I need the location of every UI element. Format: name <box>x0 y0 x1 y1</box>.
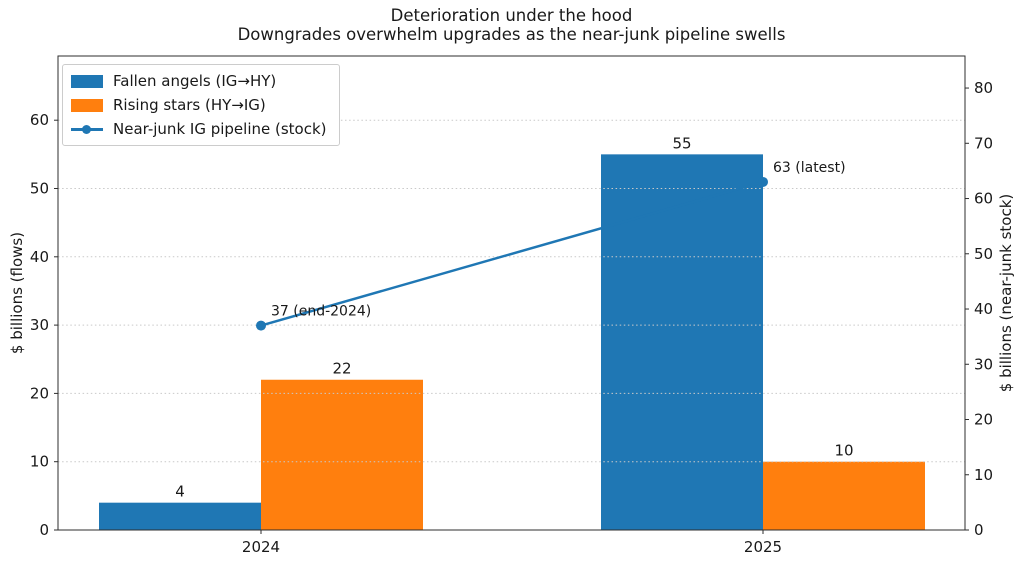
left-tick-label: 0 <box>39 521 49 539</box>
line-marker <box>256 320 266 331</box>
plot-border <box>57 55 966 531</box>
line-point-annotation: 63 (latest) <box>773 160 846 176</box>
chart-subtitle: Downgrades overwhelm upgrades as the nea… <box>237 25 786 44</box>
right-tick-label: 10 <box>974 466 993 484</box>
line-marker <box>758 176 768 187</box>
x-tick-label: 2025 <box>744 538 782 556</box>
pipeline-line <box>260 180 764 327</box>
legend-item-rising-stars-hy-ig: Rising stars (HY→IG) <box>71 93 327 117</box>
right-tick-label: 50 <box>974 245 993 263</box>
bar-fallen-angels-ig-hy-2024 <box>99 502 261 530</box>
bar-rising-stars-hy-ig-2025 <box>763 461 925 530</box>
bar-value-label: 10 <box>834 442 853 460</box>
right-tick-label: 80 <box>974 79 993 97</box>
right-tick-label: 60 <box>974 190 993 208</box>
right-tick-label: 0 <box>974 521 984 539</box>
chart-title: Deterioration under the hood <box>390 6 633 25</box>
left-tick-label: 10 <box>30 453 49 471</box>
legend-swatch-rising-stars-hy-ig <box>71 98 103 112</box>
bar-value-label: 22 <box>332 360 351 378</box>
legend-swatch-fallen-angels-ig-hy <box>71 74 103 88</box>
legend-item-fallen-angels-ig-hy: Fallen angels (IG→HY) <box>71 69 327 93</box>
legend-label: Rising stars (HY→IG) <box>113 96 266 114</box>
bar-value-label: 55 <box>672 134 691 152</box>
legend-line-marker <box>82 124 91 134</box>
right-tick-label: 40 <box>974 300 993 318</box>
right-tick-label: 30 <box>974 355 993 373</box>
bar-fallen-angels-ig-hy-2025 <box>601 154 763 531</box>
left-tick-label: 60 <box>30 111 49 129</box>
bar-value-label: 4 <box>175 483 185 501</box>
right-tick-label: 70 <box>974 134 993 152</box>
left-tick-label: 30 <box>30 316 49 334</box>
left-tick-label: 50 <box>30 180 49 198</box>
left-tick-label: 40 <box>30 248 49 266</box>
legend: Fallen angels (IG→HY) Rising stars (HY→IG… <box>62 64 340 146</box>
legend-label: Fallen angels (IG→HY) <box>113 72 277 90</box>
x-tick-label: 2024 <box>242 538 280 556</box>
legend-label: Near-junk IG pipeline (stock) <box>113 120 327 138</box>
legend-item-near-junk-ig-pipeline-stock: Near-junk IG pipeline (stock) <box>71 117 327 141</box>
right-tick-label: 20 <box>974 411 993 429</box>
legend-line-swatch <box>71 123 103 136</box>
title-block: Deterioration under the hood Downgrades … <box>58 6 965 44</box>
left-tick-label: 20 <box>30 384 49 402</box>
line-point-annotation: 37 (end-2024) <box>271 304 371 320</box>
bar-rising-stars-hy-ig-2024 <box>261 379 423 530</box>
